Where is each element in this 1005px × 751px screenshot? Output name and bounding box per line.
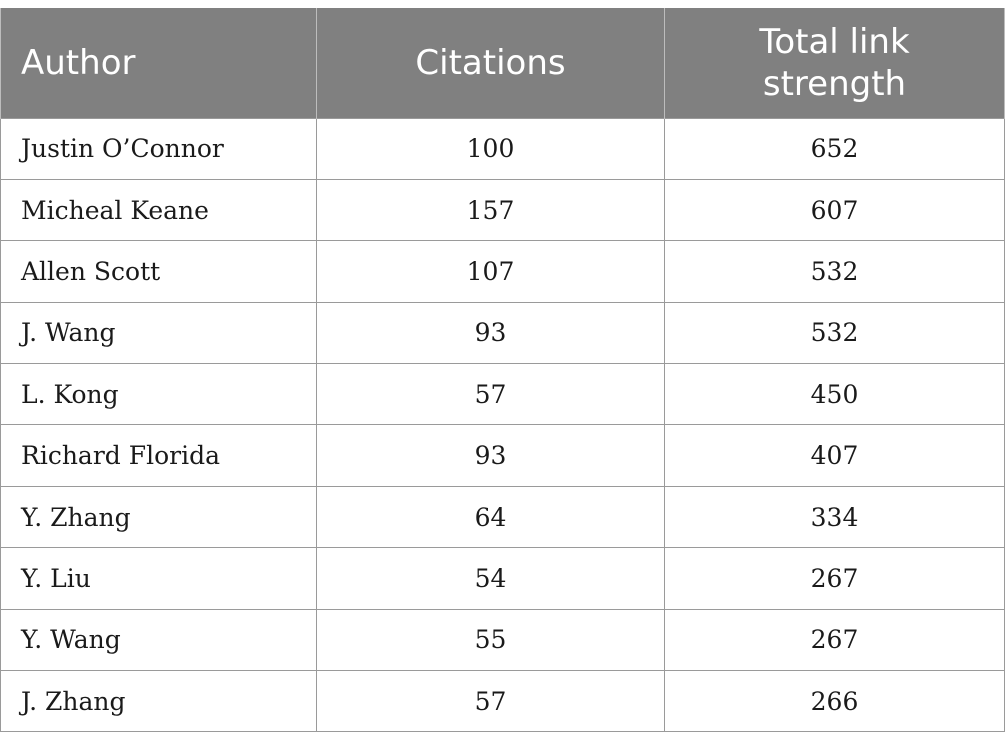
header-total-link-strength: Total link strength (664, 8, 1005, 118)
table-row: Allen Scott 107 532 (0, 240, 1005, 303)
author-citation-table: Author Citations Total link strength Jus… (0, 8, 1005, 733)
cell-citations: 57 (316, 670, 665, 733)
table-row: Justin O’Connor 100 652 (0, 117, 1005, 180)
cell-total-link-strength: 267 (664, 547, 1005, 610)
header-row: Author Citations Total link strength (0, 8, 1005, 118)
cell-author: Richard Florida (0, 424, 317, 487)
cell-total-link-strength: 450 (664, 363, 1005, 426)
table-row: L. Kong 57 450 (0, 363, 1005, 426)
cell-citations: 93 (316, 301, 665, 365)
cell-total-link-strength: 334 (664, 485, 1005, 549)
cell-author: Y. Liu (0, 547, 317, 610)
table-row: Y. Zhang 64 334 (0, 485, 1005, 549)
table-header: Author Citations Total link strength (0, 8, 1005, 118)
cell-citations: 157 (316, 178, 665, 242)
cell-total-link-strength: 407 (664, 424, 1005, 487)
cell-citations: 55 (316, 608, 665, 672)
cell-total-link-strength: 652 (664, 117, 1005, 180)
cell-citations: 54 (316, 547, 665, 610)
cell-author: Justin O’Connor (0, 117, 317, 180)
cell-author: J. Wang (0, 301, 317, 365)
table-row: J. Zhang 57 266 (0, 670, 1005, 733)
cell-total-link-strength: 267 (664, 608, 1005, 672)
cell-author: Y. Zhang (0, 485, 317, 549)
table-row: Richard Florida 93 407 (0, 424, 1005, 487)
cell-author: J. Zhang (0, 670, 317, 733)
cell-citations: 57 (316, 363, 665, 426)
cell-citations: 100 (316, 117, 665, 180)
cell-citations: 93 (316, 424, 665, 487)
data-table: Author Citations Total link strength Jus… (0, 8, 1005, 733)
table-row: Y. Wang 55 267 (0, 608, 1005, 672)
header-citations: Citations (316, 8, 665, 118)
cell-total-link-strength: 532 (664, 301, 1005, 365)
cell-author: Y. Wang (0, 608, 317, 672)
cell-author: L. Kong (0, 363, 317, 426)
cell-total-link-strength: 266 (664, 670, 1005, 733)
cell-citations: 107 (316, 240, 665, 303)
table-body: Justin O’Connor 100 652 Micheal Keane 157 607… (0, 117, 1005, 733)
cell-author: Allen Scott (0, 240, 317, 303)
cell-total-link-strength: 607 (664, 178, 1005, 242)
cell-total-link-strength: 532 (664, 240, 1005, 303)
header-author: Author (0, 8, 317, 118)
cell-author: Micheal Keane (0, 178, 317, 242)
cell-citations: 64 (316, 485, 665, 549)
table-row: Y. Liu 54 267 (0, 547, 1005, 610)
table-row: Micheal Keane 157 607 (0, 178, 1005, 242)
table-row: J. Wang 93 532 (0, 301, 1005, 365)
